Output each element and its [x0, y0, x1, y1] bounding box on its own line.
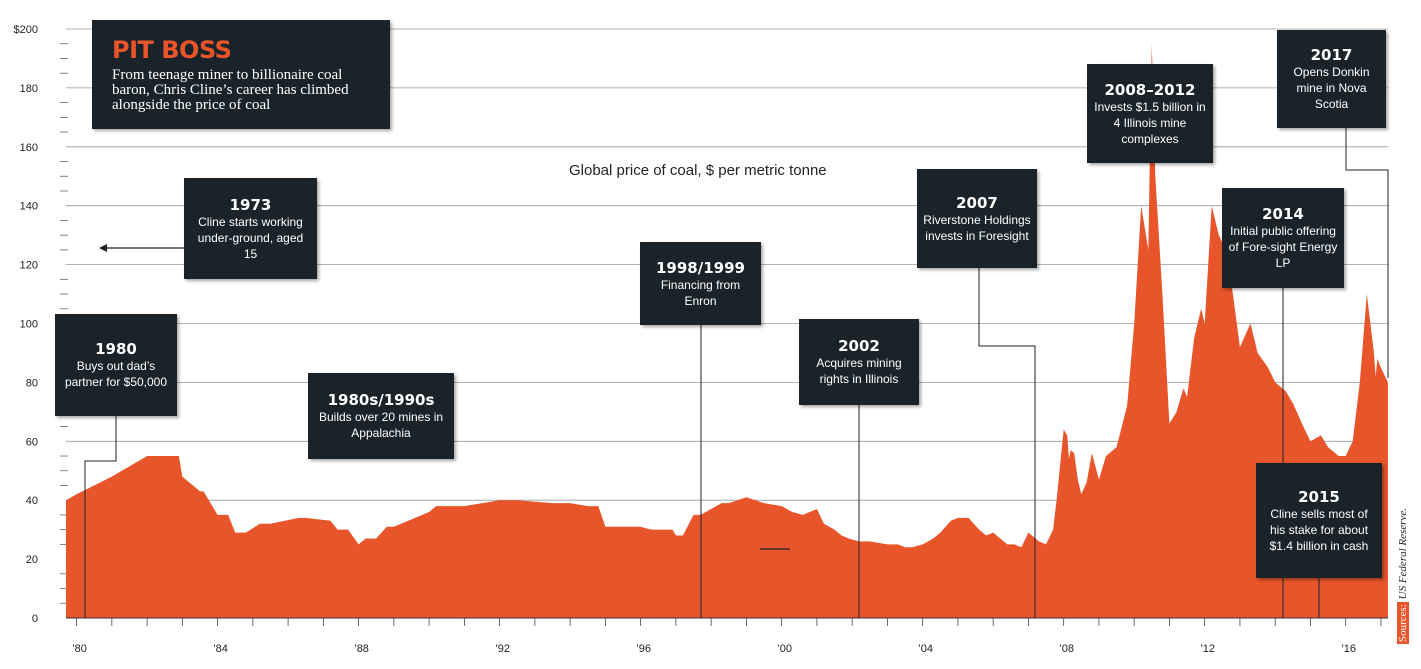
annotation-text: Riverstone Holdings invests in Foresight	[923, 212, 1031, 243]
coal-price-area	[66, 43, 1388, 618]
annotation-1973: 1973 Cline starts working under-ground, …	[184, 178, 317, 279]
x-tick-label: ’08	[1059, 643, 1074, 655]
annotation-text: Financing from Enron	[660, 277, 741, 308]
leader-line	[84, 416, 117, 618]
annotation-year: 2014	[1262, 205, 1304, 223]
x-tick-label: ’00	[777, 643, 792, 655]
annotation-text: Acquires mining rights in Illinois	[816, 356, 902, 386]
annotation-text: Cline sells most of his stake for about …	[1269, 506, 1369, 553]
annotation-2002: 2002 Acquires mining rights in Illinois	[799, 319, 919, 405]
annotation-text: Builds over 20 mines in Appalachia	[318, 410, 444, 440]
y-tick-label: 100	[20, 319, 38, 331]
leader-line	[1345, 128, 1389, 378]
annotation-year: 2007	[956, 193, 998, 212]
source-label: Sources:	[1397, 602, 1409, 644]
x-tick-label: ’92	[495, 643, 510, 655]
annotation-year: 2002	[838, 337, 880, 355]
annotation-2014: 2014 Initial public offering of Fore-sig…	[1222, 188, 1344, 288]
y-tick-label: $200	[14, 24, 38, 36]
annotation-year: 2017	[1310, 46, 1353, 64]
annotation-2015: 2015 Cline sells most of his stake for a…	[1256, 463, 1382, 578]
annotation-2008-2012: 2008–2012 Invests $1.5 billion in 4 Illi…	[1087, 64, 1213, 163]
arrow-left-icon	[99, 244, 184, 252]
x-axis: ’80 ’84 ’88 ’92 ’96 ’00 ’04 ’08 ’12 ’16	[72, 618, 1382, 655]
annotation-year: 2015	[1298, 487, 1340, 506]
y-tick-label: 120	[20, 260, 38, 272]
annotation-text: Invests $1.5 billion in 4 Illinois mine …	[1094, 99, 1206, 146]
y-tick-label: 140	[20, 201, 38, 213]
annotation-text: Buys out dad’s partner for $50,000	[64, 359, 168, 389]
annotation-1980s-1990s: 1980s/1990s Builds over 20 mines in Appa…	[308, 373, 454, 459]
annotation-year: 2008–2012	[1104, 80, 1196, 99]
y-tick-label: 80	[26, 377, 38, 389]
title-panel: PIT BOSS From teenage miner to billionai…	[92, 20, 390, 129]
annotation-1998-1999: 1998/1999 Financing from Enron	[640, 242, 761, 325]
x-tick-label: ’04	[918, 643, 933, 655]
annotation-text: Opens Donkin mine in Nova Scotia	[1293, 65, 1370, 111]
y-tick-label: 160	[20, 142, 38, 154]
annotation-year: 1973	[229, 195, 272, 214]
x-tick-label: ’84	[213, 643, 228, 655]
leader-line	[978, 268, 1036, 618]
x-tick-label: ’16	[1341, 643, 1356, 655]
annotation-year: 1980	[95, 340, 137, 358]
chart-subtitle: From teenage miner to billionaire coal b…	[112, 67, 349, 113]
annotation-2017: 2017 Opens Donkin mine in Nova Scotia	[1277, 30, 1386, 128]
x-tick-label: ’80	[72, 643, 87, 655]
y-tick-label: 0	[32, 613, 38, 625]
x-tick-label: ’12	[1200, 643, 1215, 655]
y-axis: 0 20 40 60 80 100 120 140 160 180 $200	[14, 24, 1388, 625]
annotation-text: Cline starts working under-ground, aged …	[197, 214, 304, 261]
annotation-year: 1980s/1990s	[327, 391, 435, 409]
chart-title: PIT BOSS	[112, 36, 232, 64]
x-tick-label: ’96	[636, 643, 651, 655]
y-tick-label: 40	[26, 495, 38, 507]
annotation-year: 1998/1999	[656, 258, 745, 277]
annotation-2007: 2007 Riverstone Holdings invests in Fore…	[917, 169, 1037, 268]
y-tick-label: 20	[26, 554, 38, 566]
y-tick-label: 180	[20, 83, 38, 95]
annotation-text: Initial public offering of Fore-sight En…	[1228, 224, 1338, 270]
x-tick-label: ’88	[354, 643, 369, 655]
source-note: Sources: US Federal Reserve.	[1397, 508, 1409, 644]
y-tick-label: 60	[26, 436, 38, 448]
series-label: Global price of coal, $ per metric tonne	[569, 162, 827, 179]
annotation-1980: 1980 Buys out dad’s partner for $50,000	[55, 314, 177, 416]
source-text: US Federal Reserve.	[1397, 508, 1409, 600]
